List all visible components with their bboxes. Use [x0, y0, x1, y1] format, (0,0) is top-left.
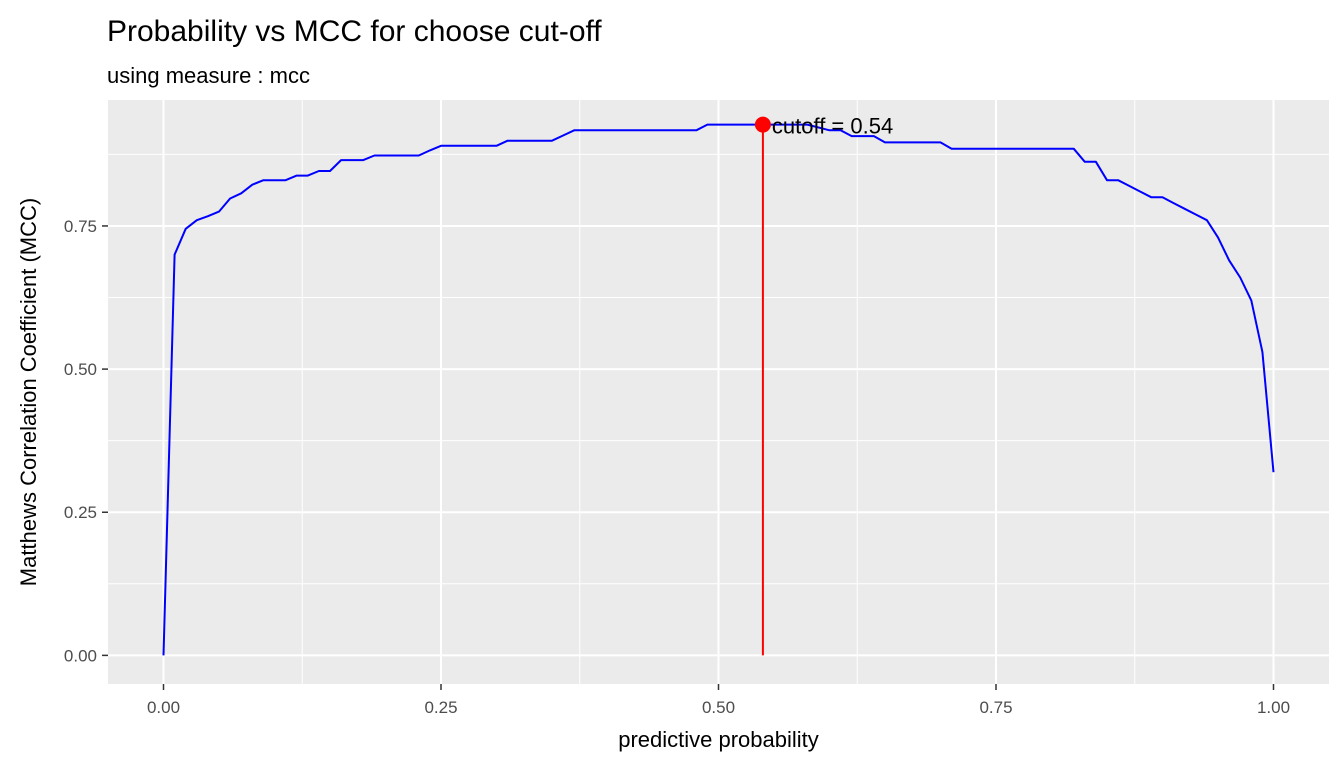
y-tick-label: 0.25 [64, 503, 97, 522]
chart-subtitle: using measure : mcc [107, 63, 310, 88]
x-tick-label: 1.00 [1257, 698, 1290, 717]
x-tick-label: 0.75 [979, 698, 1012, 717]
y-tick-label: 0.50 [64, 360, 97, 379]
mcc-series-line [162, 123, 1275, 656]
y-tick-label: 0.75 [64, 217, 97, 236]
x-axis-title: predictive probability [618, 727, 819, 752]
x-tick-label: 0.25 [424, 698, 457, 717]
y-axis-title: Matthews Correlation Coefficient (MCC) [16, 198, 41, 586]
x-axis-ticks: 0.00 0.25 0.50 0.75 1.00 [147, 684, 1290, 717]
x-tick-label: 0.00 [147, 698, 180, 717]
cutoff-label: cutoff = 0.54 [772, 114, 893, 139]
cutoff-group: cutoff = 0.54 [754, 114, 893, 656]
y-tick-label: 0.00 [64, 646, 97, 665]
major-gridlines [108, 100, 1329, 684]
series-group [162, 123, 1275, 656]
chart-title: Probability vs MCC for choose cut-off [107, 15, 602, 48]
y-axis-ticks: 0.00 0.25 0.50 0.75 [64, 217, 108, 665]
cutoff-point [754, 116, 771, 133]
x-tick-label: 0.50 [702, 698, 735, 717]
